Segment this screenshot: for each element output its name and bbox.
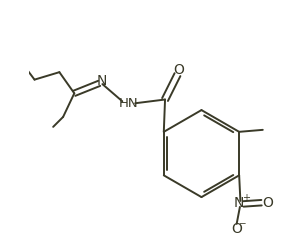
Text: +: + xyxy=(242,194,250,203)
Text: O: O xyxy=(262,196,273,210)
Text: N: N xyxy=(234,196,244,210)
Text: HN: HN xyxy=(119,97,139,110)
Text: O: O xyxy=(231,222,242,236)
Text: N: N xyxy=(96,74,107,88)
Text: −: − xyxy=(238,218,246,228)
Text: O: O xyxy=(173,63,184,77)
